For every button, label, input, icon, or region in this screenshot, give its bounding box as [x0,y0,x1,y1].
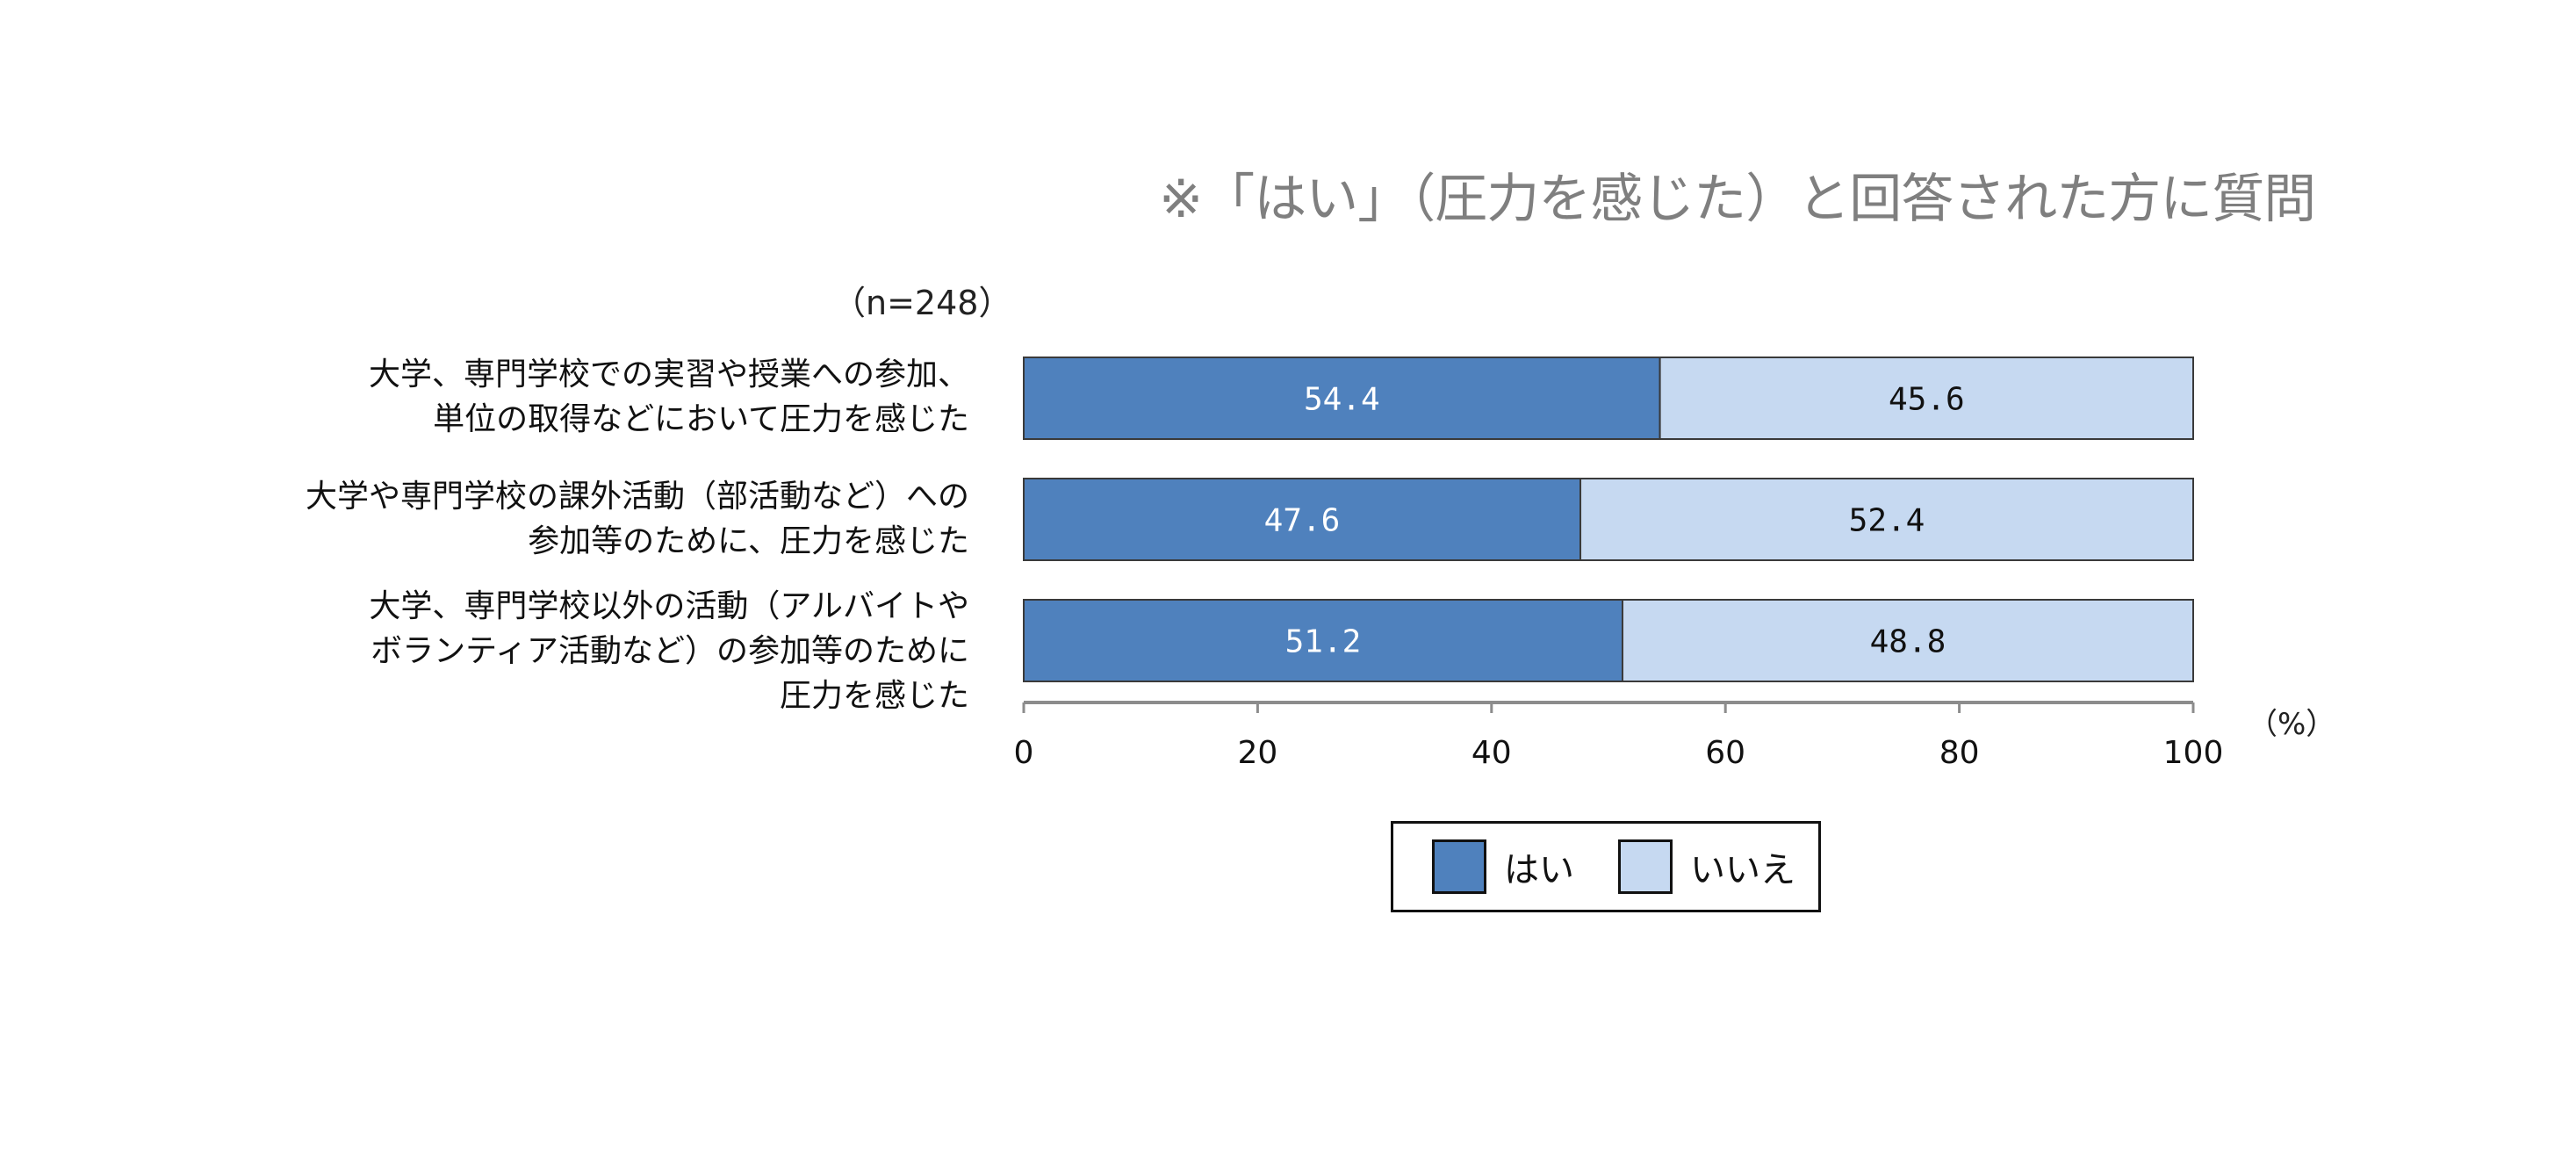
data-label-yes-2: 47.6 [1264,503,1341,539]
data-label-no-3: 48.8 [1870,624,1946,660]
category-label-1-line-2: 単位の取得などにおいて圧力を感じた [433,401,969,437]
legend: はい いいえ [1391,821,1821,912]
x-tick-label-40: 40 [1471,735,1512,771]
x-tick-label-0: 0 [1014,735,1034,771]
sample-size-label: （n=248） [832,284,1012,322]
x-tick-label-100: 100 [2163,735,2224,771]
x-tick-label-60: 60 [1705,735,1745,771]
legend-swatch-yes [1432,839,1486,894]
category-label-2: 大学や専門学校の課外活動（部活動など）への 参加等のために、圧力を感じた [306,474,969,564]
legend-label-yes: はい [1504,850,1574,890]
category-label-3-line-1: 大学、専門学校以外の活動（アルバイトや [369,588,969,624]
category-label-3-line-2: ボランティア活動など）の参加等のために [371,633,969,669]
bar-no-1 [1659,357,2195,440]
chart-title: ※「はい」（圧力を感じた）と回答された方に質問 [1159,169,2316,230]
category-label-1-line-1: 大学、専門学校での実習や授業への参加、 [368,357,969,393]
legend-swatch-no [1618,839,1673,894]
bar-no-3 [1621,599,2194,682]
units-label: （%） [2248,707,2336,742]
x-tick-label-80: 80 [1939,735,1980,771]
legend-label-no: いいえ [1690,850,1795,890]
legend-item-no: いいえ [1618,839,1795,894]
category-label-2-line-1: 大学や専門学校の課外活動（部活動など）への [305,479,969,515]
data-label-yes-3: 51.2 [1285,624,1362,660]
x-tick-label-20: 20 [1237,735,1277,771]
category-label-3: 大学、専門学校以外の活動（アルバイトや ボランティア活動など）の参加等のために … [369,584,969,718]
data-label-no-1: 45.6 [1889,382,1965,418]
data-label-yes-1: 54.4 [1304,382,1380,418]
bar-no-2 [1579,478,2194,561]
data-label-no-2: 52.4 [1849,503,1925,539]
legend-item-yes: はい [1432,839,1574,894]
bar-yes-3 [1023,599,1623,682]
bar-yes-2 [1023,478,1582,561]
category-label-3-line-3: 圧力を感じた [779,678,969,714]
category-label-2-line-2: 参加等のために、圧力を感じた [528,523,969,559]
category-label-1: 大学、専門学校での実習や授業への参加、 単位の取得などにおいて圧力を感じた [369,352,969,442]
